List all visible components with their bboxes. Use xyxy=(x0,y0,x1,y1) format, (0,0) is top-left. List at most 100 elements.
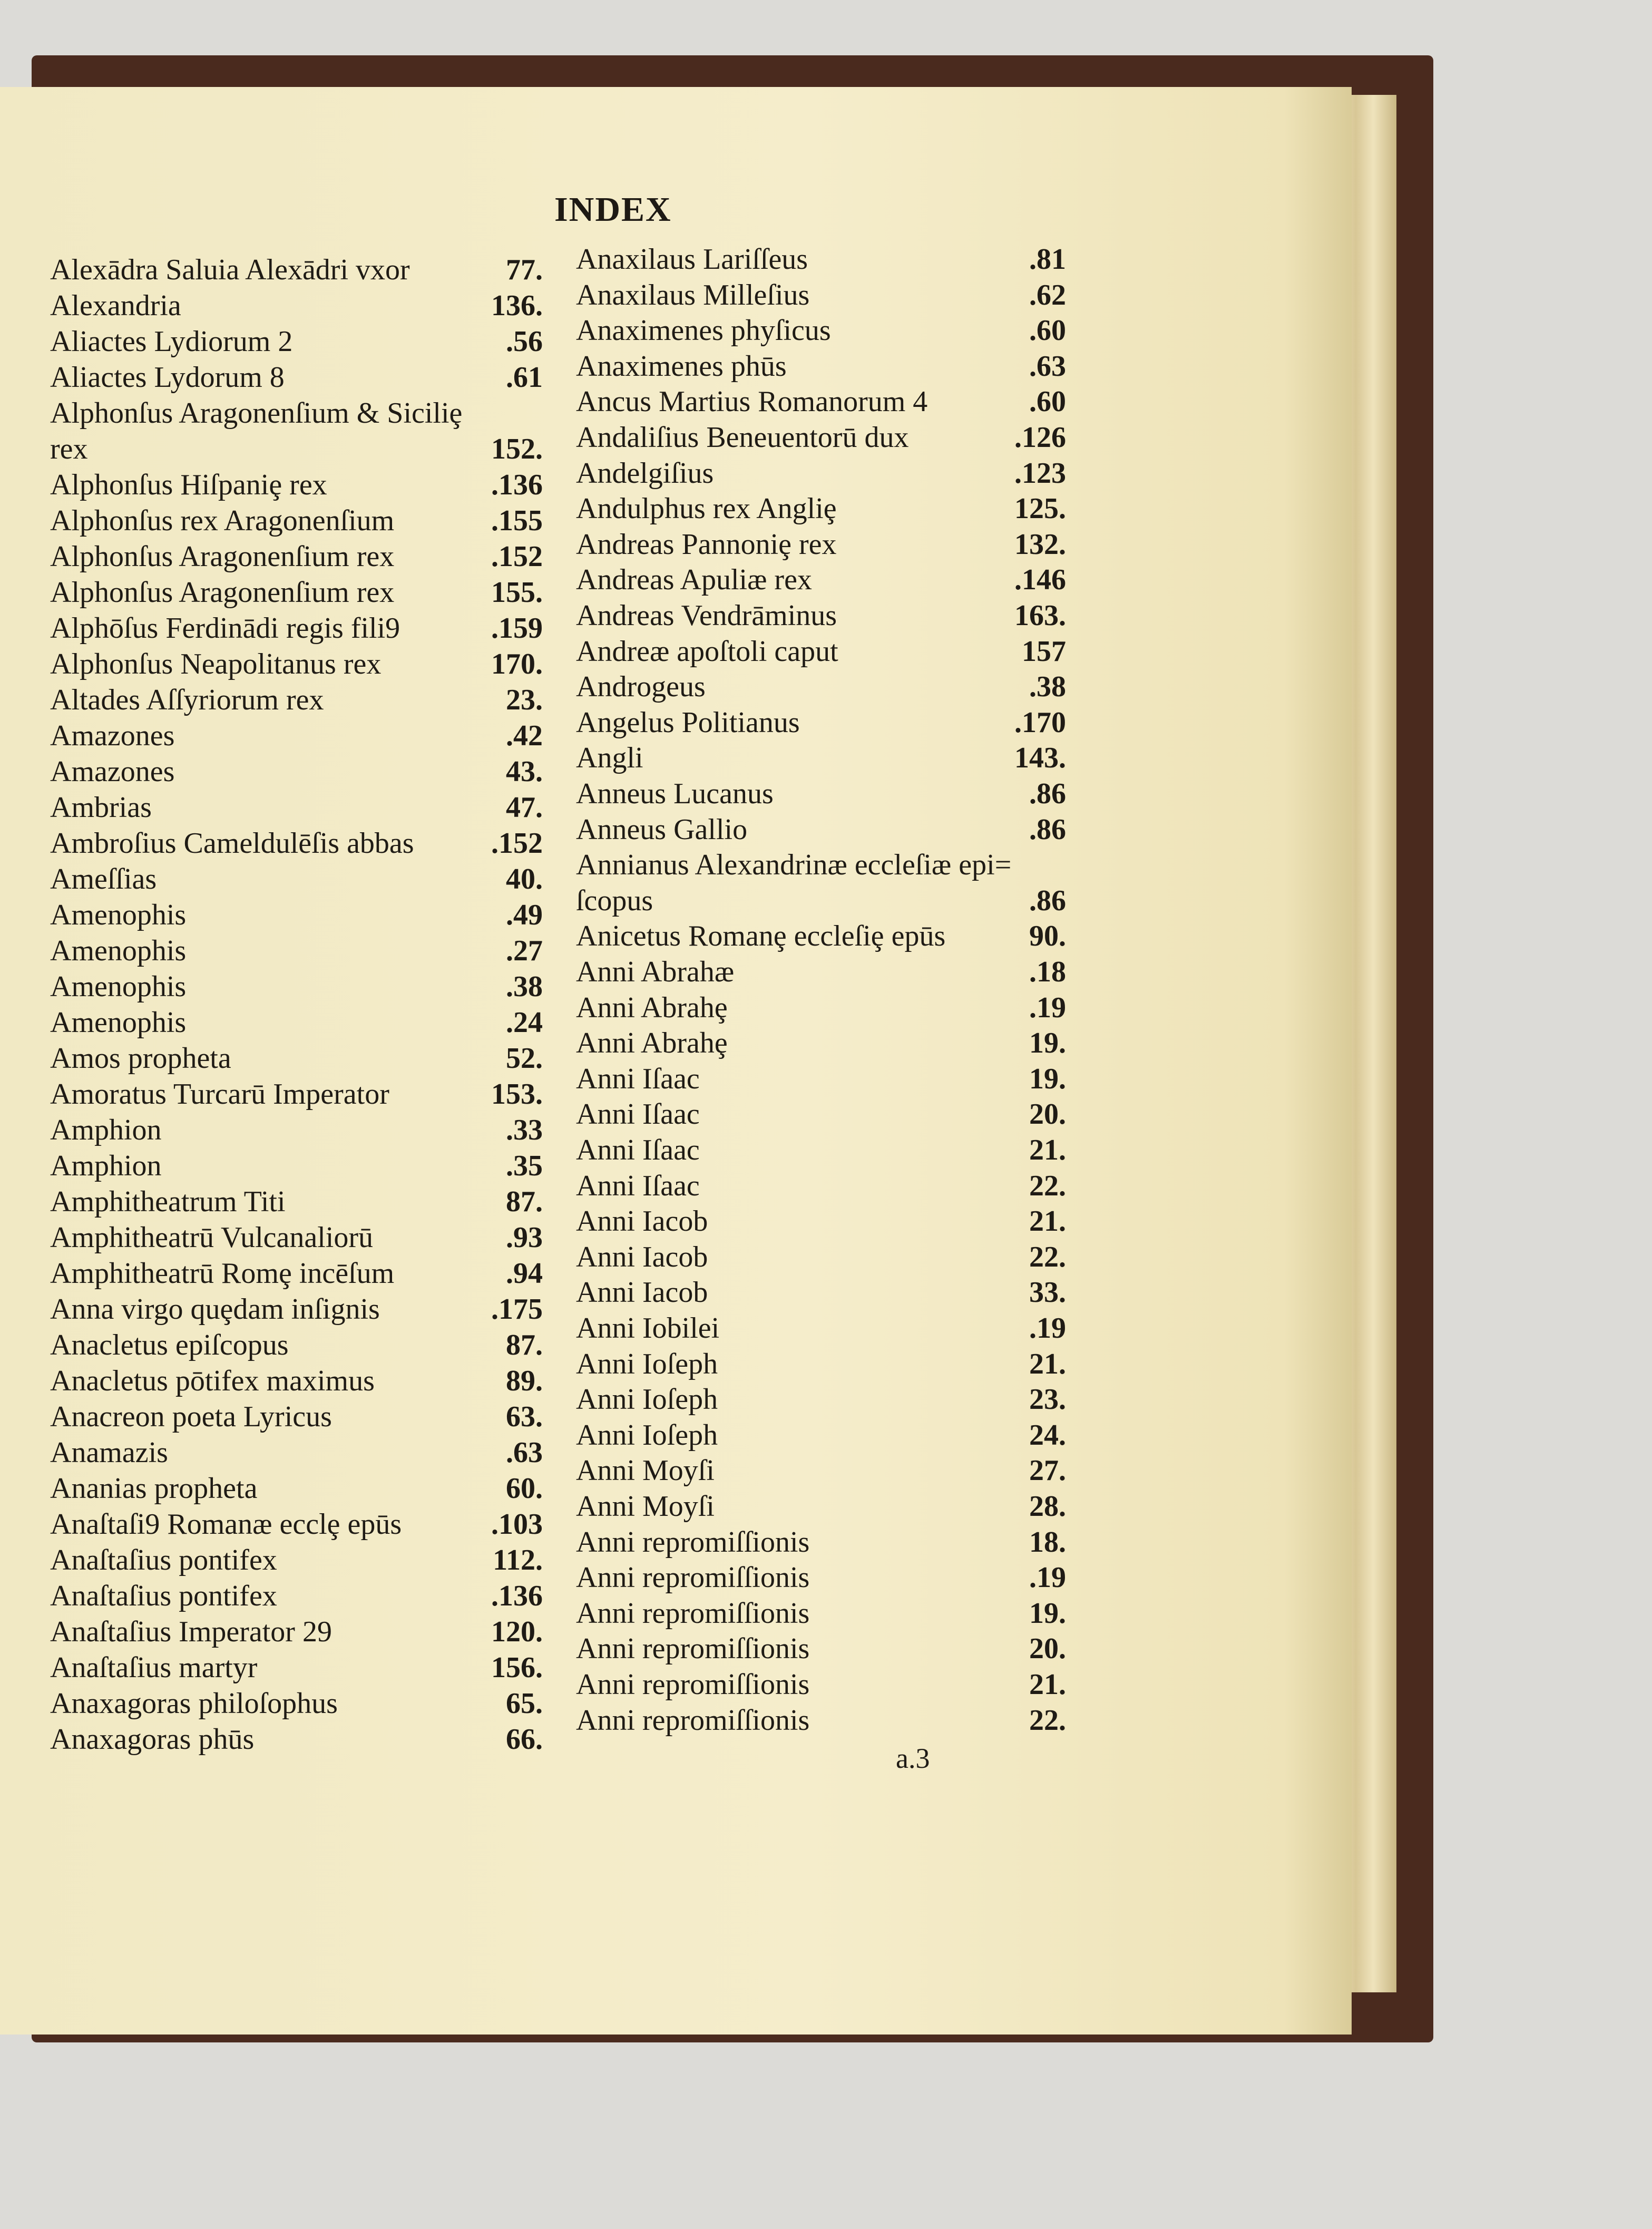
index-entry: Ambrias 47. xyxy=(50,791,543,824)
entry-page: .63 xyxy=(506,1436,543,1469)
entry-name: Ancus Martius Romanorum 4 xyxy=(576,385,928,418)
index-entry: Amenophis .27 xyxy=(50,934,543,968)
entry-name: Anacreon poeta Lyricus xyxy=(50,1400,332,1433)
index-entry: Anneus Gallio .86 xyxy=(576,813,1066,846)
index-entry: Ambroſius Cameldulēſis abbas .152 xyxy=(50,826,543,860)
entry-page: 156. xyxy=(491,1651,543,1684)
entry-name: Anni Iſaac xyxy=(576,1062,700,1095)
entry-name: Amazones xyxy=(50,755,175,788)
entry-name: Altades Aſſyriorum rex xyxy=(50,684,324,716)
entry-name: Anaſtaſi9 Romanæ ecclȩ epūs xyxy=(50,1508,402,1541)
index-entry: Amphitheatrum Titi 87. xyxy=(50,1185,543,1219)
index-entry: Anaxilaus Lariſſeus .81 xyxy=(576,242,1066,276)
entry-page: 23. xyxy=(506,684,543,716)
entry-name: Anni Abrahæ xyxy=(576,956,735,988)
entry-page: 132. xyxy=(1014,528,1066,561)
entry-page: 125. xyxy=(1014,492,1066,525)
entry-name: Ambrias xyxy=(50,791,152,824)
index-entry: Amenophis .38 xyxy=(50,970,543,1004)
index-entry: Anni Moyſi 28. xyxy=(576,1490,1066,1523)
index-entry: Alexandria 136. xyxy=(50,289,543,323)
entry-page: 153. xyxy=(491,1078,543,1111)
index-entry: Anaſtaſius martyr 156. xyxy=(50,1651,543,1685)
index-entry: Anni Moyſi 27. xyxy=(576,1454,1066,1487)
entry-name: Amphitheatrū Vulcanaliorū xyxy=(50,1221,373,1254)
index-entry: Aliactes Lydiorum 2 .56 xyxy=(50,325,543,358)
entry-page: 27. xyxy=(1029,1454,1066,1487)
entry-name: Anni repromiſſionis xyxy=(576,1561,810,1594)
index-entry: Anni Iacob 33. xyxy=(576,1276,1066,1309)
entry-name: Amenophis xyxy=(50,1006,187,1039)
index-entry: Anacreon poeta Lyricus 63. xyxy=(50,1400,543,1434)
entry-name: Anni Ioſeph xyxy=(576,1347,718,1380)
index-entry: rex 152. xyxy=(50,432,543,466)
entry-name: Amazones xyxy=(50,719,175,752)
entry-page: .19 xyxy=(1029,1312,1066,1345)
book-page xyxy=(0,87,1352,2035)
entry-page: .86 xyxy=(1029,777,1066,810)
index-entry: Anaximenes phyſicus .60 xyxy=(576,314,1066,347)
index-entry: Anacletus epiſcopus 87. xyxy=(50,1328,543,1362)
entry-page: .19 xyxy=(1029,1561,1066,1594)
entry-page: .136 xyxy=(491,469,543,501)
entry-name: Alphonſus Aragonenſium & Siciliȩ xyxy=(50,397,463,430)
entry-page: .18 xyxy=(1029,956,1066,988)
index-entry: Alphonſus Hiſpaniȩ rex .136 xyxy=(50,468,543,502)
entry-page: 65. xyxy=(506,1687,543,1720)
entry-name: Angli xyxy=(576,742,643,775)
entry-name: Anna virgo quȩdam inſignis xyxy=(50,1293,380,1326)
entry-name: Ambroſius Cameldulēſis abbas xyxy=(50,827,414,860)
entry-page: 20. xyxy=(1029,1632,1066,1666)
entry-name: Anni Iſaac xyxy=(576,1098,700,1131)
entry-name: Anaſtaſius Imperator 29 xyxy=(50,1615,332,1648)
entry-name: Anacletus epiſcopus xyxy=(50,1329,289,1361)
entry-name: Anni repromiſſionis xyxy=(576,1668,810,1701)
entry-page: .35 xyxy=(506,1150,543,1182)
index-entry: Anni Iſaac 22. xyxy=(576,1169,1066,1203)
index-entry: Ancus Martius Romanorum 4 .60 xyxy=(576,385,1066,418)
entry-page: 22. xyxy=(1029,1169,1066,1202)
entry-name: Anni Iobilei xyxy=(576,1312,720,1345)
index-entry: Anna virgo quȩdam inſignis .175 xyxy=(50,1292,543,1326)
entry-name: Androgeus xyxy=(576,670,706,704)
index-entry: Ameſſias 40. xyxy=(50,862,543,896)
index-entry: Anni Iacob 22. xyxy=(576,1240,1066,1274)
index-entry: Anni Abrahæ .18 xyxy=(576,955,1066,989)
entry-name: Amenophis xyxy=(50,899,187,931)
entry-page: 21. xyxy=(1029,1205,1066,1238)
entry-page: 20. xyxy=(1029,1098,1066,1131)
entry-page: 77. xyxy=(506,254,543,286)
index-entry: Anicetus Romanȩ eccleſiȩ epūs 90. xyxy=(576,919,1066,953)
entry-name: Alexādra Saluia Alexādri vxor xyxy=(50,254,410,286)
entry-page: 136. xyxy=(491,289,543,322)
entry-page: .60 xyxy=(1029,314,1066,347)
index-entry: Anaſtaſius pontifex 112. xyxy=(50,1543,543,1577)
entry-name: Amphitheatrum Titi xyxy=(50,1185,286,1218)
entry-page: .38 xyxy=(1029,670,1066,704)
entry-page: .93 xyxy=(506,1221,543,1254)
entry-name: Amphion xyxy=(50,1114,162,1146)
index-entry: Anni repromiſſionis 22. xyxy=(576,1704,1066,1737)
entry-name: Andaliſius Beneuentorū dux xyxy=(576,421,909,454)
index-entry: Amos propheta 52. xyxy=(50,1042,543,1075)
index-entry: Anni Iacob 21. xyxy=(576,1204,1066,1238)
entry-page: .61 xyxy=(506,361,543,394)
index-entry: Anni repromiſſionis .19 xyxy=(576,1561,1066,1594)
index-entry: Anni Ioſeph 23. xyxy=(576,1383,1066,1416)
entry-page: 60. xyxy=(506,1472,543,1505)
index-entry: Alphonſus Aragonenſium rex .152 xyxy=(50,540,543,573)
index-entry: Andreas Pannoniȩ rex 132. xyxy=(576,528,1066,561)
entry-page: 21. xyxy=(1029,1668,1066,1701)
index-entry: Alexādra Saluia Alexādri vxor 77. xyxy=(50,253,543,287)
entry-page: .152 xyxy=(491,827,543,860)
entry-name: Anni Ioſeph xyxy=(576,1383,718,1416)
entry-page: 21. xyxy=(1029,1134,1066,1166)
index-entry: Amazones 43. xyxy=(50,755,543,789)
entry-page: 112. xyxy=(493,1544,543,1576)
entry-page: 28. xyxy=(1029,1490,1066,1523)
entry-name: Andreas Apuliæ rex xyxy=(576,563,812,597)
entry-name: Alphonſus Neapolitanus rex xyxy=(50,648,382,680)
entry-page: 152. xyxy=(491,433,543,465)
entry-name: Anni Moyſi xyxy=(576,1490,715,1523)
entry-page: .170 xyxy=(1014,706,1066,739)
